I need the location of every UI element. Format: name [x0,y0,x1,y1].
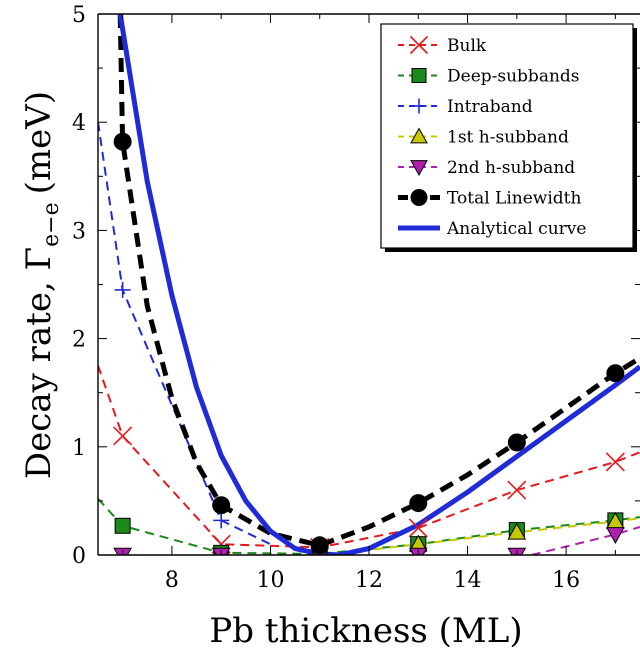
data-point-total-linewidth [606,364,625,383]
legend-entry-bulk: Bulk [398,35,487,56]
legend-label: Analytical curve [446,219,586,239]
legend-label: Total Linewidth [447,189,581,209]
x-tick-label: 16 [552,568,580,593]
data-point-bulk [507,480,527,500]
legend-marker [409,35,429,55]
data-point-deep-subbands [114,517,131,534]
legend-marker [410,127,428,144]
data-point-total-linewidth [507,433,526,452]
y-tick-label: 5 [72,3,86,28]
data-point-total-linewidth [409,494,428,513]
y-axis-label-main: Decay rate, Γ [19,247,59,479]
data-point-total-linewidth [113,132,132,151]
legend-marker [410,189,428,206]
legend-entry-deep-subbands: Deep-subbands [398,67,580,87]
data-point-total-linewidth [212,496,231,515]
legend-entry-total-linewidth: Total Linewidth [398,189,581,209]
legend-marker [411,98,427,114]
y-axis-label: Decay rate, Γe−e (meV) [19,91,64,479]
legend-entry-1st-h-subband: 1st h-subband [398,127,569,148]
x-tick-label: 14 [454,568,482,593]
data-point-bulk [605,452,625,472]
data-point-total-linewidth [310,536,329,555]
y-tick-label: 2 [72,328,86,353]
legend-label: Intraband [447,97,533,117]
x-tick-label: 10 [256,568,284,593]
y-tick-label: 1 [72,436,86,461]
y-tick-label: 0 [72,544,86,569]
x-tick-label: 8 [165,568,179,593]
data-point-bulk [113,426,133,446]
data-point-1st-h-subband [507,522,527,540]
legend-entry-analytical-curve: Analytical curve [398,219,586,239]
x-axis-label: Pb thickness (ML) [209,611,522,651]
y-tick-label: 4 [72,111,86,136]
x-tick-label: 12 [355,568,383,593]
y-axis-label-unit: (meV) [19,91,59,194]
y-tick-label: 3 [72,219,86,244]
legend-label: 1st h-subband [447,128,569,148]
legend-entry-intraband: Intraband [398,97,533,117]
legend-box [380,23,634,249]
legend-label: Bulk [447,36,487,56]
legend-marker [410,160,428,177]
legend-label: 2nd h-subband [447,158,575,178]
data-point-bulk [408,518,428,538]
legend-marker [411,68,427,83]
data-point-2nd-h-subband [606,527,625,544]
legend: Bulk Deep-subbands Intraband 1st h-subband 2… [380,23,637,252]
series-line-bulk [98,365,640,549]
data-point-intraband [213,512,230,529]
markers-layer [113,132,625,555]
legend-entry-2nd-h-subband: 2nd h-subband [398,158,575,178]
y-axis-label-subscript: e−e [39,202,64,246]
data-point-intraband [114,281,131,298]
legend-label: Deep-subbands [447,67,580,87]
